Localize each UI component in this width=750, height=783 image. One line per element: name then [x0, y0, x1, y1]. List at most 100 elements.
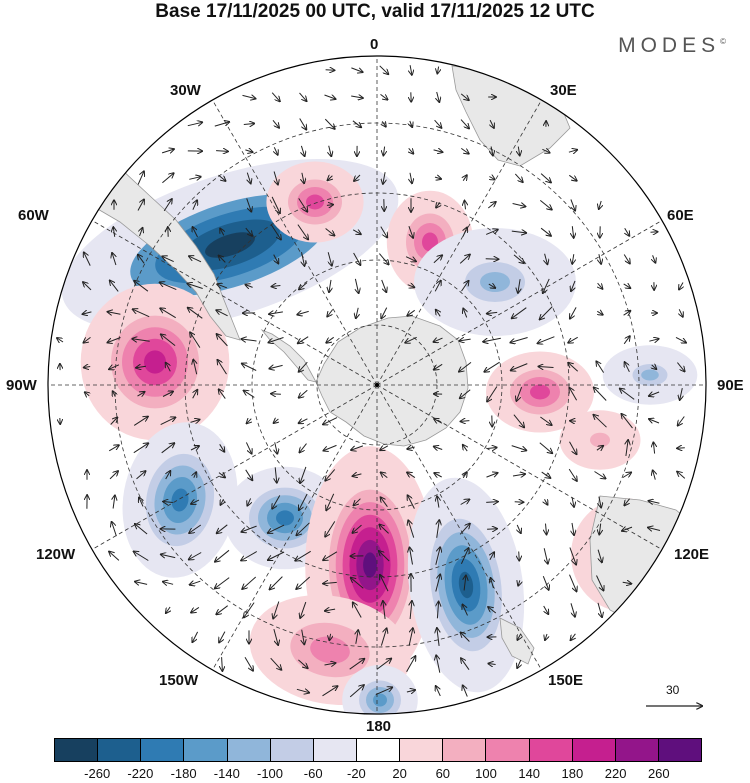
colorbar-swatch	[184, 739, 228, 761]
wind-vector	[599, 496, 601, 508]
wind-vector	[243, 124, 254, 125]
wind-vector	[383, 601, 385, 619]
wind-vector	[191, 500, 200, 504]
wind-vector	[275, 467, 277, 482]
wind-vector	[626, 440, 628, 456]
wind-vector	[597, 311, 602, 314]
wind-vector	[434, 419, 443, 423]
wind-vector	[488, 284, 495, 288]
wind-vector	[569, 441, 577, 454]
wind-vector	[327, 309, 334, 317]
wind-vector	[245, 285, 253, 288]
wind-vector	[325, 469, 336, 480]
wind-vector	[594, 471, 606, 479]
colorbar-tick-label: 180	[561, 766, 584, 781]
wind-vector	[376, 659, 391, 670]
wind-vector	[272, 286, 281, 287]
wind-vector	[569, 388, 578, 401]
wind-vector	[133, 443, 148, 454]
wind-vector	[434, 363, 443, 369]
wind-vector	[381, 497, 388, 507]
wind-vector	[594, 388, 607, 401]
wind-vector	[436, 686, 441, 697]
wind-vector	[193, 200, 197, 210]
meridian-line	[376, 384, 542, 671]
wind-vector	[190, 332, 201, 348]
wind-vector	[113, 496, 115, 509]
colorbar-tick-label: -140	[213, 766, 240, 781]
wind-vector	[379, 525, 389, 534]
wind-vector	[351, 578, 364, 589]
wind-vector	[459, 255, 470, 264]
wind-vector	[437, 66, 438, 74]
wind-vector	[599, 523, 600, 535]
wind-vector	[463, 472, 467, 479]
colorbar-tick-label: -180	[170, 766, 197, 781]
wind-vector	[380, 93, 388, 99]
wind-vector	[324, 95, 336, 99]
wind-vector	[679, 282, 683, 290]
wind-vector	[483, 337, 501, 342]
lon-label-60e: 60E	[667, 207, 694, 224]
wind-vector	[109, 552, 120, 561]
wind-vector	[405, 256, 416, 262]
wind-vector	[219, 631, 226, 643]
lon-label-30e: 30E	[550, 82, 577, 99]
lon-label-180: 180	[366, 718, 392, 735]
colorbar-swatch	[615, 739, 659, 761]
wind-vector	[596, 446, 603, 450]
wind-vector	[517, 659, 521, 668]
wind-vector	[323, 582, 337, 583]
wind-vector	[383, 146, 384, 156]
wind-vector	[140, 228, 143, 237]
wind-vector	[410, 120, 412, 127]
wind-vector	[625, 362, 630, 373]
wind-vector	[598, 282, 603, 289]
wind-vector	[299, 92, 307, 101]
wind-vector	[108, 312, 121, 314]
wind-vector	[356, 630, 358, 644]
wind-vector	[244, 391, 255, 398]
wind-vector	[434, 177, 441, 179]
colorbar-tick-label: 220	[604, 766, 627, 781]
wind-vector	[649, 392, 660, 396]
wind-vector	[217, 524, 228, 533]
wind-vector	[162, 256, 174, 263]
wind-vector	[272, 119, 279, 127]
wind-vector	[460, 93, 469, 100]
wind-vector	[649, 339, 658, 341]
wind-vector	[136, 366, 146, 368]
wind-vector	[437, 496, 439, 508]
wind-vector	[132, 339, 150, 341]
wind-vector	[596, 361, 605, 373]
colorbar-swatch	[572, 739, 616, 761]
wind-vector	[516, 386, 523, 401]
anomaly-contour	[590, 432, 610, 448]
wind-vector	[161, 443, 175, 454]
wind-vector	[436, 310, 440, 317]
wind-vector	[512, 307, 527, 319]
latitude-circle	[184, 192, 570, 578]
wind-vector	[568, 150, 577, 152]
wind-vector	[218, 360, 227, 375]
wind-vector	[247, 419, 252, 424]
wind-vector	[217, 284, 227, 288]
wind-vector	[463, 228, 467, 237]
wind-vector	[540, 306, 553, 320]
wind-vector	[242, 364, 257, 371]
wind-vector	[189, 552, 202, 560]
wind-vector	[301, 145, 304, 156]
wind-vector	[487, 529, 497, 530]
wind-vector	[653, 470, 656, 480]
colorbar-swatch	[227, 739, 271, 761]
wind-vector	[435, 547, 440, 565]
wind-vector	[274, 171, 278, 185]
wind-vector	[546, 523, 547, 535]
wind-vector	[518, 580, 520, 585]
wind-vector	[326, 205, 333, 206]
wind-vector	[163, 502, 173, 503]
wind-vector	[572, 522, 574, 535]
wind-vector	[513, 254, 524, 263]
wind-vector	[135, 582, 148, 585]
wind-vector	[545, 253, 548, 264]
